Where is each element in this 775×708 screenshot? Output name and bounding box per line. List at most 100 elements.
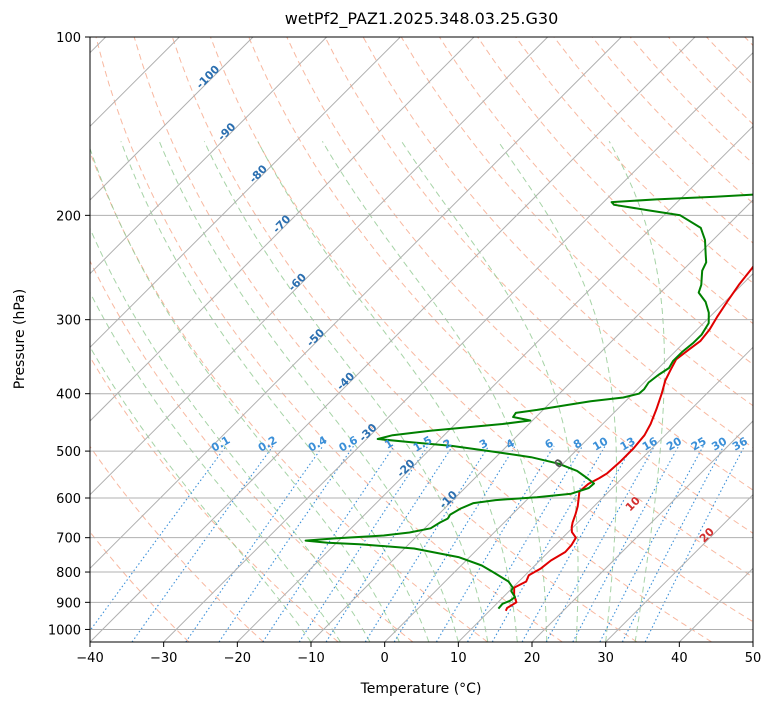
isotherm-line (90, 37, 254, 201)
mixing-ratio-label: 6 (543, 436, 556, 451)
x-tick-label: 0 (381, 651, 389, 666)
y-tick-label: 1000 (48, 623, 81, 638)
dry-adiabat (90, 445, 264, 642)
x-tick-label: 10 (450, 651, 467, 666)
theta-label: 10 (623, 494, 643, 514)
mixing-ratio-line (467, 445, 584, 642)
mixing-ratio-line (393, 445, 516, 642)
dry-adiabat (706, 37, 753, 86)
isobar-gridlines (90, 37, 753, 630)
dry-adiabat (477, 37, 753, 325)
isotherm-line (236, 125, 753, 642)
y-axis-label: Pressure (hPa) (12, 289, 28, 389)
isotherm-label: -50 (304, 326, 327, 349)
isotherm-label: -10 (437, 488, 460, 511)
isotherm-line (531, 420, 753, 642)
mixing-ratio-line (131, 445, 274, 642)
mixing-ratio-line (435, 445, 555, 642)
dewpoint-line (304, 193, 753, 610)
dry-adiabat (744, 37, 753, 47)
moist-adiabat (120, 141, 430, 642)
x-tick-label: −20 (224, 651, 251, 666)
isotherm-label: -90 (215, 120, 238, 143)
mixing-ratio-line (185, 445, 324, 642)
y-tick-label: 700 (56, 532, 81, 547)
mixing-ratio-label: 2 (441, 437, 454, 452)
x-tick-label: −30 (150, 651, 177, 666)
x-tick-label: −40 (76, 651, 103, 666)
dry-adiabat (90, 356, 339, 642)
isotherm-line (678, 567, 753, 642)
mixing-ratio-line (545, 445, 656, 642)
isotherm-line (90, 37, 401, 349)
isotherm-line (457, 346, 753, 642)
sounding-profiles (304, 193, 753, 612)
moist-adiabat (90, 345, 312, 642)
y-tick-label: 600 (56, 492, 81, 507)
isotherm-line (90, 37, 549, 496)
isotherm-line (90, 37, 696, 642)
x-axis-label: Temperature (°C) (360, 681, 482, 697)
moist-adiabat (203, 141, 489, 642)
y-tick-label: 300 (56, 314, 81, 329)
y-tick-label: 100 (56, 31, 81, 46)
y-tick-label: 500 (56, 445, 81, 460)
isotherm-line (90, 37, 328, 275)
y-tick-label: 900 (56, 596, 81, 611)
y-tick-label: 200 (56, 209, 81, 224)
x-axis: −40 −30 −20 −10 0 10 20 30 40 50 (76, 642, 761, 666)
plot-frame (89, 36, 754, 643)
theta-label: 20 (697, 525, 717, 545)
isotherm-line (384, 272, 753, 642)
isotherm-label: -100 (194, 63, 223, 92)
dry-adiabat (286, 37, 753, 534)
mixing-ratio-line (218, 445, 355, 642)
mixing-ratio-line (572, 445, 680, 642)
mixing-ratio-line (521, 445, 633, 642)
isotherm-line (90, 37, 622, 570)
background-lines (90, 37, 753, 642)
moist-adiabat (321, 141, 548, 642)
isotherm-label: -60 (286, 270, 309, 293)
skewed-isotherms (90, 37, 753, 642)
isotherm-line (752, 641, 753, 642)
moist-adiabat (257, 141, 518, 642)
dry-adiabat (515, 37, 753, 284)
mixing-ratio-line (262, 445, 395, 642)
y-tick-label: 800 (56, 566, 81, 581)
x-tick-label: 40 (671, 651, 688, 666)
isotherm-label: -30 (356, 421, 379, 444)
isotherm-label: -70 (270, 212, 293, 235)
moist-adiabat (401, 141, 579, 642)
y-tick-label: 400 (56, 388, 81, 403)
dry-adiabat (668, 37, 753, 125)
isotherm-line (310, 199, 753, 642)
temperature-line (504, 265, 753, 612)
moist-adiabat (90, 227, 371, 642)
theta-label: 0 (552, 456, 567, 471)
dry-adiabat (171, 37, 712, 642)
theta-label: 30 (771, 553, 775, 573)
isotherm-line (163, 51, 753, 642)
dry-adiabat (324, 37, 753, 491)
y-axis: 100 200 300 400 500 600 700 800 900 1000 (48, 31, 90, 638)
mixing-ratio-line (325, 445, 454, 642)
mixing-ratio-line (644, 445, 746, 642)
x-tick-label: −10 (297, 651, 324, 666)
isotherm-line (605, 493, 753, 642)
dry-adiabat (90, 259, 414, 642)
moist-adiabat (90, 147, 400, 642)
chart-title: wetPf2_PAZ1.2025.348.03.25.G30 (284, 9, 559, 28)
dry-adiabat (248, 37, 753, 578)
isotherm-label: -20 (394, 457, 417, 480)
mixing-ratio-line (90, 445, 227, 632)
mixing-ratio-line (599, 445, 704, 642)
x-tick-label: 50 (745, 651, 762, 666)
dry-adiabat (210, 37, 753, 623)
dry-adiabat (95, 37, 563, 642)
mixing-ratio-line (364, 445, 490, 642)
line-labels: -100-90-80-70-60-50-40-30-20-100.1 0.2 0.4… (194, 63, 775, 573)
mixing-ratio-line (298, 445, 429, 642)
dry-adiabat (90, 531, 190, 642)
